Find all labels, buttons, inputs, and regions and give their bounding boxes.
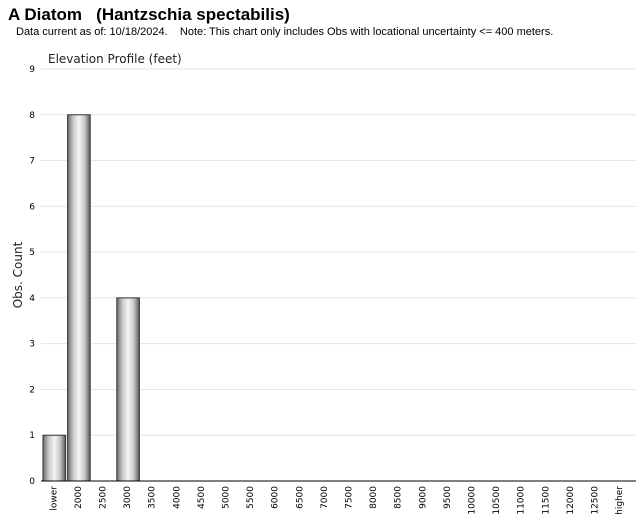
y-tick-label: 6 (29, 202, 35, 212)
y-tick-label: 7 (29, 157, 35, 167)
x-tick-label: 6500 (295, 486, 305, 509)
y-tick-label: 1 (29, 431, 35, 441)
y-axis-ticks: 0 1 2 3 4 5 6 7 8 9 (29, 65, 35, 487)
x-axis-ticks: lower 2000 2500 3000 3500 4000 4500 5000 5500 600… (49, 486, 625, 515)
y-axis-label: Obs. Count (11, 241, 25, 308)
y-tick-label: 4 (29, 294, 35, 304)
bar (116, 297, 140, 482)
x-tick-label: 6000 (271, 486, 281, 509)
x-tick-label: 4000 (172, 486, 182, 509)
x-tick-label: 7000 (320, 486, 330, 509)
y-tick-label: 8 (29, 111, 35, 121)
x-tick-label: 4500 (197, 486, 207, 509)
x-tick-label: 2000 (74, 486, 84, 509)
bar (67, 114, 91, 482)
y-tick-label: 3 (29, 340, 35, 350)
chart-title: Elevation Profile (feet) (48, 52, 182, 66)
x-tick-label: 8500 (394, 486, 404, 509)
y-tick-label: 9 (29, 65, 35, 75)
page-title: A Diatom (Hantzschia spectabilis) (8, 5, 290, 24)
x-tick-label: 7500 (345, 486, 355, 509)
y-tick-label: 0 (29, 477, 35, 487)
y-tick-label: 5 (29, 248, 35, 258)
x-tick-label: 11500 (541, 486, 551, 515)
x-tick-label: 11000 (517, 486, 527, 515)
x-tick-label: 3000 (123, 486, 133, 509)
x-tick-label: lower (49, 486, 59, 511)
x-tick-label: 12500 (591, 486, 601, 515)
x-tick-label: 12000 (566, 486, 576, 515)
x-tick-label: 5500 (246, 486, 256, 509)
x-tick-label: higher (615, 486, 625, 515)
x-tick-label: 9500 (443, 486, 453, 509)
bars (42, 114, 140, 482)
gridlines (41, 68, 636, 436)
x-tick-label: 3500 (148, 486, 158, 509)
y-tick-label: 2 (29, 385, 35, 395)
bar (42, 434, 67, 482)
x-tick-label: 10000 (468, 486, 478, 515)
x-tick-label: 2500 (99, 486, 109, 509)
x-tick-label: 10500 (492, 486, 502, 515)
page-subtitle: Data current as of: 10/18/2024. Note: Th… (16, 26, 554, 38)
x-tick-label: 9000 (418, 486, 428, 509)
x-tick-label: 5000 (222, 486, 232, 509)
x-tick-label: 8000 (369, 486, 379, 509)
